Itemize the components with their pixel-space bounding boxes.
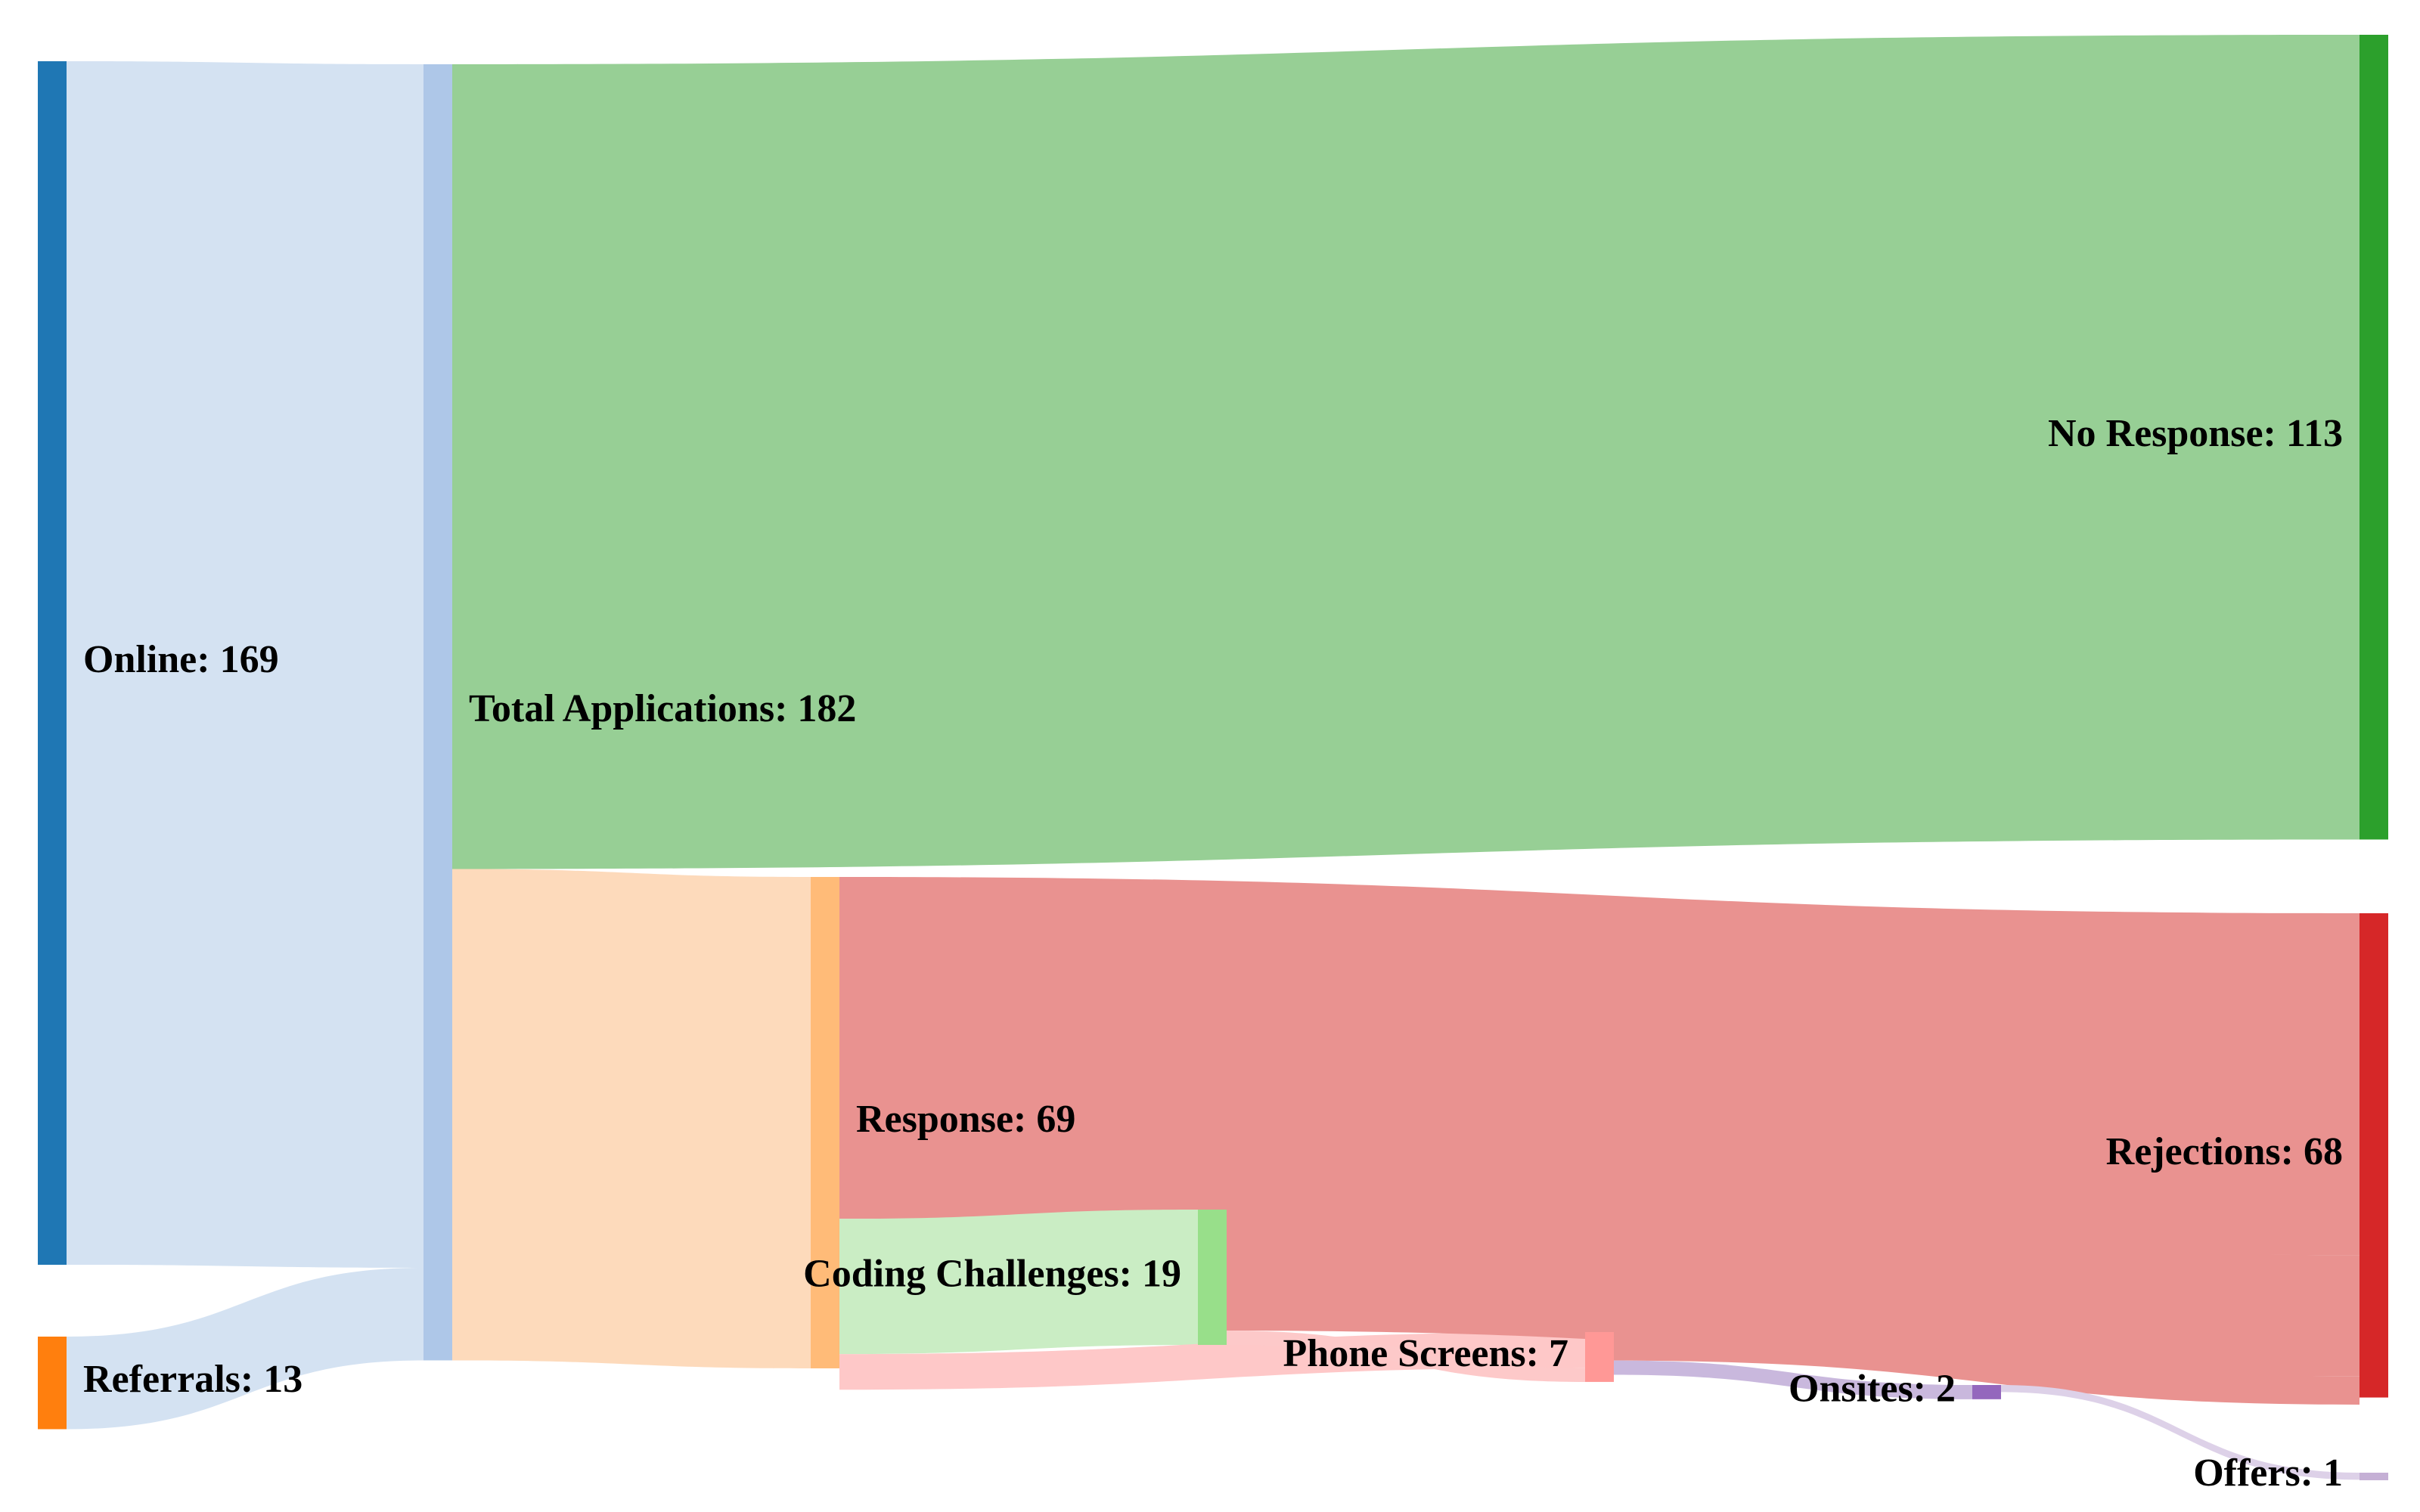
link-total-to-response — [452, 869, 811, 1368]
node-phone — [1585, 1332, 1614, 1382]
node-online — [38, 61, 67, 1265]
node-response — [811, 877, 839, 1368]
node-label-phone: Phone Screens: 7 — [1283, 1332, 1568, 1375]
link-total-to-noresponse — [452, 35, 2360, 869]
node-label-coding: Coding Challenges: 19 — [803, 1252, 1181, 1295]
link-referrals-to-total — [67, 1267, 424, 1430]
link-phone-to-onsites — [1614, 1360, 1972, 1399]
node-referrals — [38, 1337, 67, 1430]
link-onsites-to-offers — [2001, 1385, 2360, 1480]
node-total — [424, 64, 452, 1361]
node-label-response: Response: 69 — [856, 1098, 1075, 1141]
sankey-labels: Online: 169 Referrals: 13 Total Applicatio… — [83, 412, 2343, 1495]
node-rejections — [2360, 913, 2388, 1398]
link-coding-to-rejections — [1227, 1210, 2360, 1377]
sankey-links — [67, 35, 2360, 1480]
link-phone-to-rejections — [1614, 1332, 2360, 1405]
node-onsites — [1972, 1385, 2001, 1399]
node-offers — [2360, 1473, 2388, 1480]
link-coding-to-phone — [1227, 1331, 1585, 1382]
node-coding — [1198, 1210, 1227, 1345]
node-label-referrals: Referrals: 13 — [83, 1358, 302, 1401]
node-label-total: Total Applications: 182 — [469, 687, 856, 730]
link-response-to-rejections — [839, 877, 2360, 1256]
link-response-to-phone — [839, 1332, 1585, 1390]
sankey-nodes — [38, 35, 2388, 1480]
node-label-onsites: Onsites: 2 — [1789, 1367, 1956, 1410]
node-label-noresponse: No Response: 113 — [2048, 412, 2343, 455]
node-label-online: Online: 169 — [83, 638, 279, 681]
node-label-offers: Offers: 1 — [2193, 1452, 2343, 1495]
node-noresponse — [2360, 35, 2388, 840]
node-label-rejections: Rejections: 68 — [2106, 1130, 2343, 1173]
link-online-to-total — [67, 61, 424, 1268]
link-response-to-coding — [839, 1210, 1198, 1355]
